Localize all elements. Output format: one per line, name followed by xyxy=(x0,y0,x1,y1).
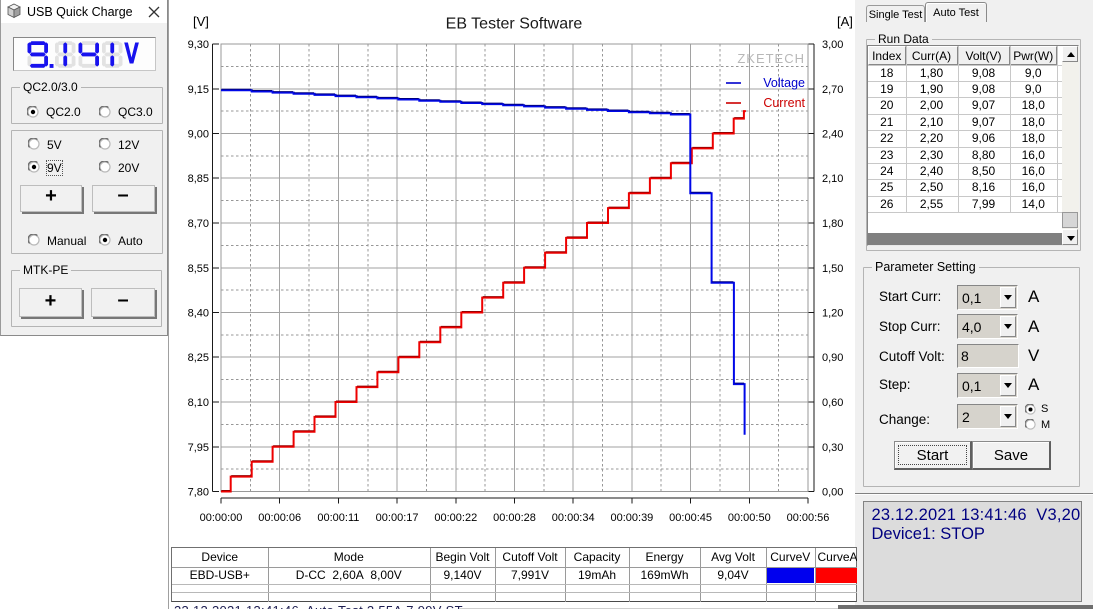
svg-text:Voltage: Voltage xyxy=(763,76,805,90)
svg-text:00:00:56: 00:00:56 xyxy=(787,512,830,524)
svg-text:9,15: 9,15 xyxy=(188,84,209,96)
svg-text:8,85: 8,85 xyxy=(188,173,209,185)
svg-text:00:00:39: 00:00:39 xyxy=(610,512,653,524)
svg-text:1,20: 1,20 xyxy=(822,308,843,320)
svg-text:1,50: 1,50 xyxy=(822,263,843,275)
svg-text:[A]: [A] xyxy=(837,14,853,29)
svg-text:00:00:17: 00:00:17 xyxy=(376,512,419,524)
svg-text:00:00:00: 00:00:00 xyxy=(200,512,243,524)
svg-text:1,80: 1,80 xyxy=(822,218,843,230)
svg-text:00:00:45: 00:00:45 xyxy=(669,512,712,524)
svg-text:0,30: 0,30 xyxy=(822,442,843,454)
svg-text:9,30: 9,30 xyxy=(188,39,209,51)
svg-text:7,95: 7,95 xyxy=(188,442,209,454)
svg-text:2,10: 2,10 xyxy=(822,173,843,185)
svg-text:3,00: 3,00 xyxy=(822,39,843,51)
svg-text:0,60: 0,60 xyxy=(822,397,843,409)
svg-text:8,10: 8,10 xyxy=(188,397,209,409)
svg-text:0,00: 0,00 xyxy=(822,487,843,499)
svg-text:00:00:50: 00:00:50 xyxy=(728,512,771,524)
svg-text:0,90: 0,90 xyxy=(822,352,843,364)
svg-text:ZKETECH: ZKETECH xyxy=(737,51,805,66)
svg-text:[V]: [V] xyxy=(193,14,209,29)
svg-text:2,70: 2,70 xyxy=(822,84,843,96)
svg-text:2,40: 2,40 xyxy=(822,129,843,141)
svg-text:00:00:34: 00:00:34 xyxy=(552,512,595,524)
svg-text:00:00:06: 00:00:06 xyxy=(258,512,301,524)
svg-text:8,70: 8,70 xyxy=(188,218,209,230)
svg-text:8,40: 8,40 xyxy=(188,308,209,320)
svg-text:Current: Current xyxy=(763,96,805,110)
svg-text:00:00:22: 00:00:22 xyxy=(434,512,477,524)
svg-text:00:00:11: 00:00:11 xyxy=(317,512,359,524)
svg-text:9,00: 9,00 xyxy=(188,129,209,141)
svg-text:EB Tester Software: EB Tester Software xyxy=(446,16,583,33)
svg-text:7,80: 7,80 xyxy=(188,487,209,499)
svg-text:8,55: 8,55 xyxy=(188,263,209,275)
svg-text:00:00:28: 00:00:28 xyxy=(493,512,536,524)
svg-text:8,25: 8,25 xyxy=(188,352,209,364)
